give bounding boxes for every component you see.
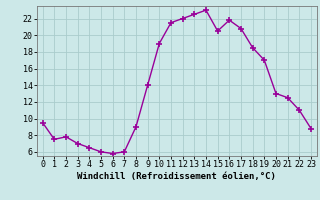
X-axis label: Windchill (Refroidissement éolien,°C): Windchill (Refroidissement éolien,°C) — [77, 172, 276, 181]
